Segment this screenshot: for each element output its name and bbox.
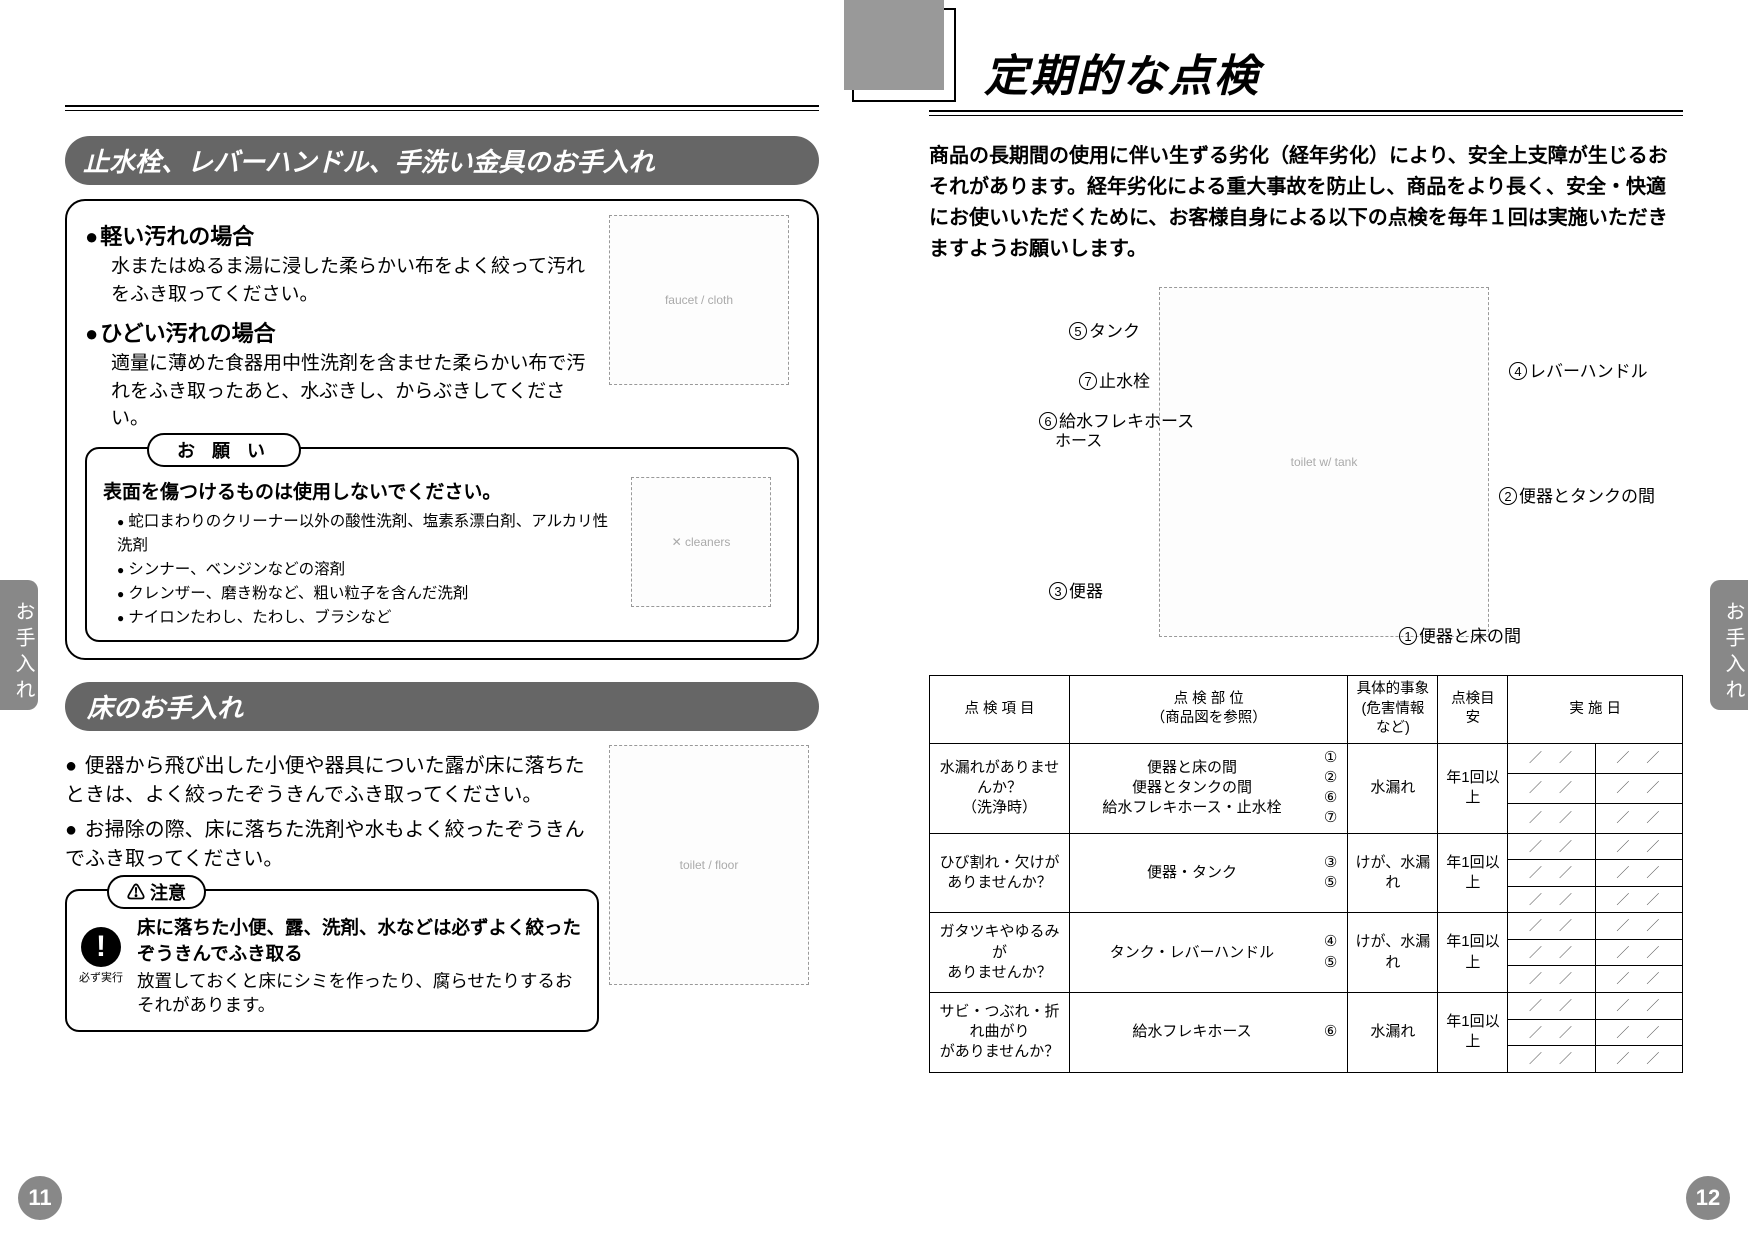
cell-item: 水漏れがありませんか？（洗浄時） — [930, 743, 1070, 833]
cell-item: ガタツキやゆるみがありませんか？ — [930, 913, 1070, 993]
cell-hazard: 水漏れ — [1348, 992, 1438, 1072]
cell-freq: 年1回以上 — [1438, 833, 1508, 913]
light-title: 軽い汚れの場合 — [85, 219, 599, 251]
prohibited-illustration: ✕ cleaners — [631, 477, 771, 607]
dlabel-1: 便器と床の間 — [1419, 627, 1521, 646]
chapter-tab — [844, 0, 944, 90]
cell-date: ／ ／ — [1508, 803, 1595, 833]
notice-bullets: 蛇口まわりのクリーナー以外の酸性洗剤、塩素系漂白剤、アルカリ性洗剤 シンナー、ベ… — [103, 510, 621, 630]
th-item: 点 検 項 目 — [930, 676, 1070, 744]
cell-date: ／ ／ — [1508, 939, 1595, 966]
cell-nums: ③⑤ — [1314, 833, 1348, 913]
caution-lead: 床に落ちた小便、露、洗剤、水などは必ずよく絞ったぞうきんでふき取る — [137, 915, 581, 967]
notice-box: お 願 い 表面を傷つけるものは使用しないでください。 蛇口まわりのクリーナー以… — [85, 447, 799, 642]
caution-tab: ⚠ 注意 — [107, 875, 206, 909]
page-right: 定期的な点検 商品の長期間の使用に伴い生ずる劣化（経年劣化）により、安全上支障が… — [874, 0, 1748, 1240]
notice-lead: 表面を傷つけるものは使用しないでください。 — [103, 477, 621, 504]
caution-box: ⚠ 注意 ! 必ず実行 床に落ちた小便、露、洗剤、水などは必ずよく絞ったぞうきん… — [65, 889, 599, 1032]
cell-date: ／ ／ — [1595, 1046, 1682, 1073]
cell-date: ／ ／ — [1595, 992, 1682, 1019]
rule-top-right — [929, 110, 1683, 116]
cell-date: ／ ／ — [1595, 886, 1682, 913]
cell-nums: ⑥ — [1314, 992, 1348, 1072]
cell-freq: 年1回以上 — [1438, 992, 1508, 1072]
toilet-floor-illustration: toilet / floor — [609, 745, 809, 985]
dlabel-3: 便器 — [1069, 582, 1103, 601]
cell-part: タンク・レバーハンドル — [1070, 913, 1314, 993]
light-body: 水またはぬるま湯に浸した柔らかい布をよく絞って汚れをふき取ってください。 — [85, 253, 599, 308]
cell-date: ／ ／ — [1595, 1019, 1682, 1046]
cell-freq: 年1回以上 — [1438, 913, 1508, 993]
floor-item-1: 便器から飛び出した小便や器具についた露が床に落ちたときは、よく絞ったぞうきんでふ… — [65, 755, 585, 806]
notice-item: シンナー、ベンジンなどの溶剤 — [117, 558, 621, 582]
th-hazard: 具体的事象(危害情報など) — [1348, 676, 1438, 744]
page-left: 止水栓、レバーハンドル、手洗い金具のお手入れ 軽い汚れの場合 水またはぬるま湯に… — [0, 0, 874, 1240]
toilet-illustration: toilet w/ tank — [1159, 287, 1489, 637]
notice-item: ナイロンたわし、たわし、ブラシなど — [117, 606, 621, 630]
cell-date: ／ ／ — [1508, 833, 1595, 860]
cell-part: 便器と床の間便器とタンクの間給水フレキホース・止水栓 — [1070, 743, 1314, 833]
cell-hazard: けが、水漏れ — [1348, 913, 1438, 993]
cell-date: ／ ／ — [1595, 860, 1682, 887]
notice-item: クレンザー、磨き粉など、粗い粒子を含んだ洗剤 — [117, 582, 621, 606]
section2-heading: 床のお手入れ — [65, 682, 819, 731]
intro-text: 商品の長期間の使用に伴い生ずる劣化（経年劣化）により、安全上支障が生じるおそれが… — [929, 141, 1683, 265]
must-do-icon: ! 必ず実行 — [79, 927, 123, 985]
floor-item-2: お掃除の際、床に落ちた洗剤や水もよく絞ったぞうきんでふき取ってください。 — [65, 819, 585, 870]
caution-note: 放置しておくと床にシミを作ったり、腐らせたりするおそれがあります。 — [137, 969, 581, 1018]
thumb-tab-left: お手入れ — [0, 580, 38, 710]
rule-top-left — [65, 105, 819, 111]
th-part: 点 検 部 位（商品図を参照） — [1070, 676, 1348, 744]
cell-hazard: 水漏れ — [1348, 743, 1438, 833]
inspection-table: 点 検 項 目 点 検 部 位（商品図を参照） 具体的事象(危害情報など) 点検… — [929, 675, 1683, 1073]
th-date: 実 施 日 — [1508, 676, 1683, 744]
cell-date: ／ ／ — [1595, 743, 1682, 773]
cell-date: ／ ／ — [1508, 1019, 1595, 1046]
heavy-body: 適量に薄めた食器用中性洗剤を含ませた柔らかい布で汚れをふき取ったあと、水ぶきし、… — [85, 350, 599, 433]
thumb-tab-right: お手入れ — [1710, 580, 1748, 710]
floor-body: 便器から飛び出した小便や器具についた露が床に落ちたときは、よく絞ったぞうきんでふ… — [65, 745, 819, 1032]
cell-date: ／ ／ — [1508, 966, 1595, 993]
dlabel-4: レバーハンドル — [1529, 362, 1648, 381]
faucet-illustration: faucet / cloth — [609, 215, 789, 385]
cell-date: ／ ／ — [1595, 913, 1682, 940]
cell-date: ／ ／ — [1508, 886, 1595, 913]
cleaning-box: 軽い汚れの場合 水またはぬるま湯に浸した柔らかい布をよく絞って汚れをふき取ってく… — [65, 199, 819, 660]
cell-date: ／ ／ — [1508, 992, 1595, 1019]
cell-hazard: けが、水漏れ — [1348, 833, 1438, 913]
cell-date: ／ ／ — [1595, 966, 1682, 993]
cell-date: ／ ／ — [1508, 773, 1595, 803]
cell-item: サビ・つぶれ・折れ曲がりがありませんか？ — [930, 992, 1070, 1072]
th-freq: 点検目安 — [1438, 676, 1508, 744]
page-number-right: 12 — [1686, 1176, 1730, 1220]
cell-nums: ①②⑥⑦ — [1314, 743, 1348, 833]
dlabel-5: タンク — [1089, 322, 1140, 341]
cell-date: ／ ／ — [1595, 833, 1682, 860]
cell-item: ひび割れ・欠けがありませんか？ — [930, 833, 1070, 913]
notice-tab: お 願 い — [147, 433, 301, 467]
page-title: 定期的な点検 — [984, 40, 1260, 104]
cell-date: ／ ／ — [1508, 860, 1595, 887]
toilet-diagram: toilet w/ tank 5タンク 7止水栓 6給水フレキホース ホース 3… — [929, 277, 1683, 657]
dlabel-7: 止水栓 — [1099, 372, 1150, 391]
dlabel-2: 便器とタンクの間 — [1519, 487, 1655, 506]
cell-date: ／ ／ — [1595, 803, 1682, 833]
cell-date: ／ ／ — [1595, 939, 1682, 966]
heavy-title: ひどい汚れの場合 — [85, 316, 599, 348]
cell-date: ／ ／ — [1508, 1046, 1595, 1073]
page-number-left: 11 — [18, 1176, 62, 1220]
cell-date: ／ ／ — [1508, 743, 1595, 773]
cell-freq: 年1回以上 — [1438, 743, 1508, 833]
cell-nums: ④⑤ — [1314, 913, 1348, 993]
cell-part: 給水フレキホース — [1070, 992, 1314, 1072]
cell-part: 便器・タンク — [1070, 833, 1314, 913]
cell-date: ／ ／ — [1595, 773, 1682, 803]
notice-item: 蛇口まわりのクリーナー以外の酸性洗剤、塩素系漂白剤、アルカリ性洗剤 — [117, 510, 621, 558]
section1-heading: 止水栓、レバーハンドル、手洗い金具のお手入れ — [65, 136, 819, 185]
cell-date: ／ ／ — [1508, 913, 1595, 940]
